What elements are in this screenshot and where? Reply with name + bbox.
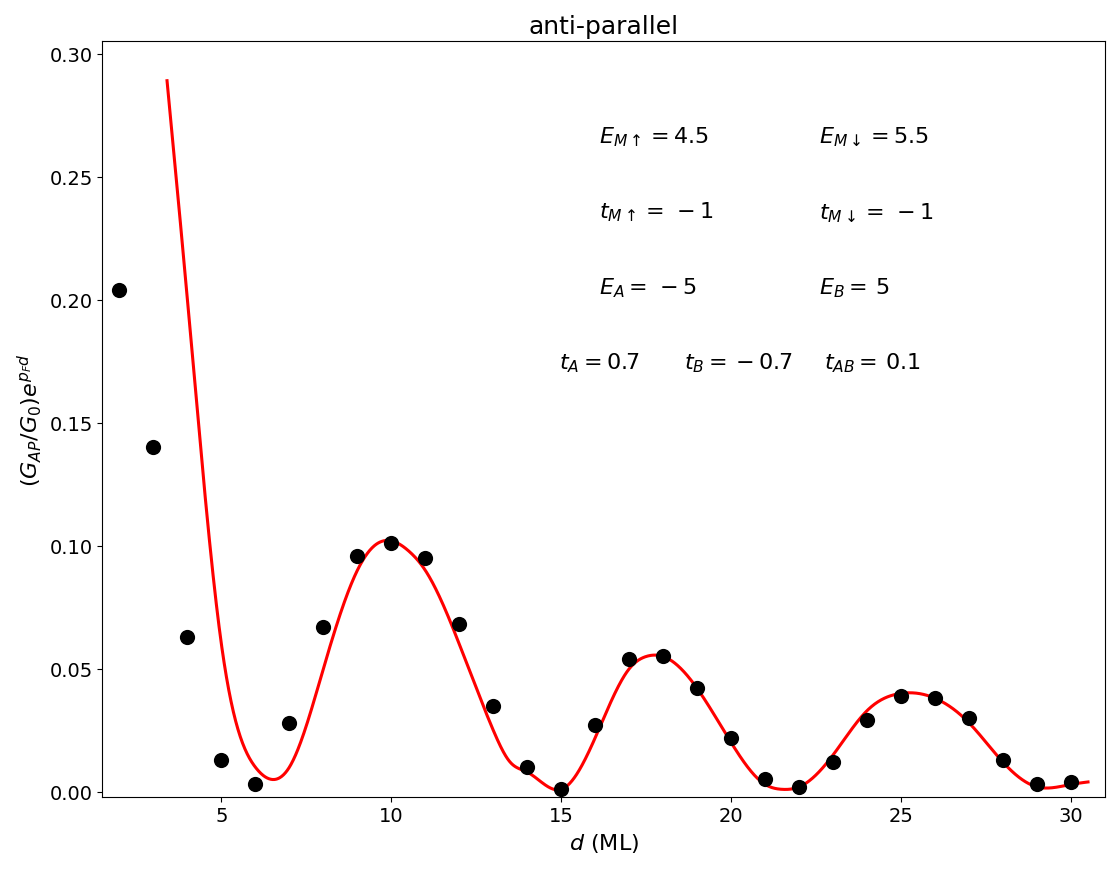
Point — [654, 650, 672, 664]
Point — [824, 755, 842, 769]
Point — [756, 773, 774, 786]
Point — [688, 681, 706, 695]
Point — [519, 760, 536, 774]
Text: $E_{M\downarrow}=5.5$: $E_{M\downarrow}=5.5$ — [819, 125, 930, 148]
Text: $E_{M\uparrow} = 4.5$: $E_{M\uparrow} = 4.5$ — [599, 125, 709, 149]
Text: $t_B=-0.7$: $t_B=-0.7$ — [684, 351, 792, 375]
Point — [1062, 775, 1080, 789]
Text: $E_A=\,-5$: $E_A=\,-5$ — [599, 275, 697, 299]
Point — [450, 618, 468, 632]
Point — [111, 283, 129, 297]
Point — [417, 552, 435, 566]
Point — [178, 630, 196, 644]
Text: $t_A=0.7$: $t_A=0.7$ — [559, 351, 640, 375]
Text: $E_B=\,5$: $E_B=\,5$ — [819, 275, 889, 299]
Text: $t_{AB}=\,0.1$: $t_{AB}=\,0.1$ — [824, 351, 922, 375]
Text: $t_{M\downarrow} =\,-1$: $t_{M\downarrow} =\,-1$ — [819, 201, 933, 223]
Point — [144, 441, 162, 454]
Point — [484, 699, 502, 713]
Point — [552, 782, 570, 796]
Point — [893, 689, 911, 703]
Text: $t_{M\uparrow} =\,-1$: $t_{M\uparrow} =\,-1$ — [599, 200, 713, 224]
Point — [791, 780, 809, 794]
Point — [1028, 778, 1046, 792]
Point — [246, 778, 264, 792]
Point — [926, 692, 944, 706]
Point — [586, 719, 604, 733]
Point — [213, 753, 231, 766]
Point — [960, 711, 978, 725]
Point — [280, 716, 298, 730]
Point — [722, 731, 740, 745]
Point — [348, 549, 366, 563]
Point — [620, 653, 638, 667]
Point — [315, 620, 333, 634]
Point — [995, 753, 1012, 766]
X-axis label: $d$ (ML): $d$ (ML) — [569, 831, 638, 854]
Point — [858, 713, 876, 727]
Title: anti-parallel: anti-parallel — [529, 15, 679, 39]
Y-axis label: $(G_{AP}/G_0)e^{p_F d}$: $(G_{AP}/G_0)e^{p_F d}$ — [15, 353, 44, 487]
Point — [382, 537, 400, 551]
